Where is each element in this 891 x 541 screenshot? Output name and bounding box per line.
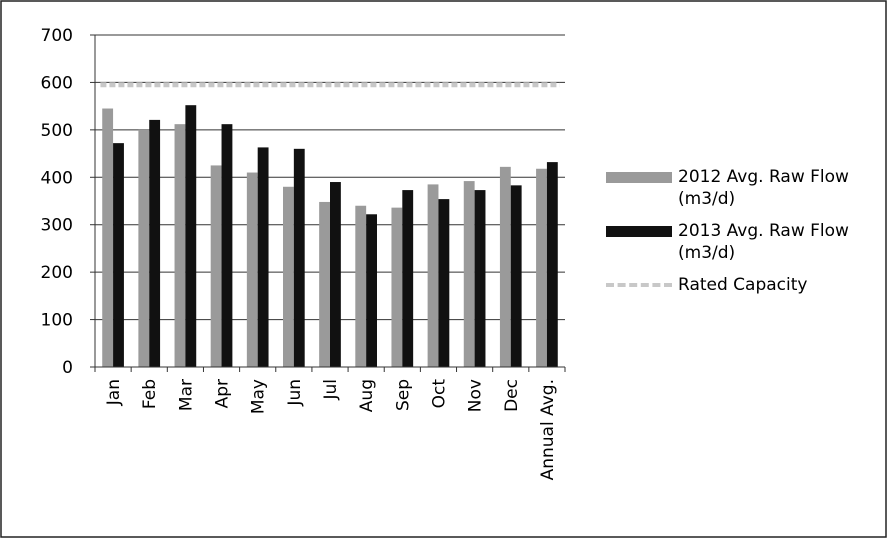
y-tick-label: 0 [62, 358, 73, 378]
bar [174, 124, 186, 367]
bar [138, 129, 150, 367]
bar [293, 148, 305, 367]
bar [366, 214, 377, 367]
y-tick-label: 600 [41, 73, 73, 93]
legend-swatch [606, 172, 672, 183]
bar [113, 143, 124, 367]
y-tick-label: 300 [41, 216, 73, 236]
x-tick-label: Feb [140, 379, 160, 409]
legend: 2012 Avg. Raw Flow (m3/d) 2013 Avg. Raw F… [606, 166, 876, 306]
bar [102, 108, 114, 367]
y-tick-label: 200 [41, 263, 73, 283]
bar [536, 168, 547, 367]
x-tick-label: Oct [429, 379, 449, 409]
legend-item: Rated Capacity [606, 274, 876, 296]
bar [546, 162, 558, 367]
bar [355, 205, 367, 367]
bar [246, 172, 258, 367]
x-tick-label: Nov [466, 379, 486, 412]
legend-label: 2012 Avg. Raw Flow (m3/d) [678, 167, 849, 209]
x-tick-label: Dec [502, 379, 522, 412]
y-tick-label: 500 [41, 121, 73, 141]
bar [438, 199, 450, 367]
x-tick-label: Mar [176, 379, 196, 411]
bar [330, 182, 341, 367]
x-tick-label: Jun [285, 379, 305, 407]
bar [319, 201, 330, 367]
x-tick-label: Annual Avg. [538, 379, 558, 480]
bar [210, 165, 222, 367]
bar [221, 124, 233, 367]
legend-item: 2012 Avg. Raw Flow (m3/d) [606, 166, 876, 210]
bar [510, 185, 522, 367]
legend-swatch [606, 283, 672, 287]
x-tick-label: Apr [213, 379, 233, 408]
legend-swatch [606, 226, 672, 237]
bar [474, 190, 486, 367]
legend-item: 2013 Avg. Raw Flow (m3/d) [606, 220, 876, 264]
legend-label: 2013 Avg. Raw Flow (m3/d) [678, 221, 849, 263]
bar [499, 166, 511, 367]
bar [402, 190, 414, 367]
x-tick-label: Sep [393, 379, 413, 411]
bar [149, 119, 161, 367]
y-tick-label: 700 [41, 26, 73, 46]
x-tick-label: Aug [357, 379, 377, 412]
bar [463, 181, 475, 367]
legend-label: Rated Capacity [678, 275, 808, 295]
y-tick-label: 400 [41, 168, 73, 188]
bar [391, 207, 403, 367]
x-tick-label: Jul [321, 379, 341, 401]
bar [257, 147, 269, 367]
x-tick-label: May [249, 379, 269, 414]
bar [427, 184, 439, 367]
bar [185, 105, 197, 368]
x-tick-label: Jan [104, 379, 124, 406]
bar [283, 186, 294, 367]
y-tick-label: 100 [41, 311, 73, 331]
